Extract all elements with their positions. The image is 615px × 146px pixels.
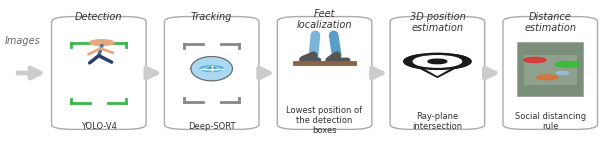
Polygon shape bbox=[424, 68, 451, 75]
Circle shape bbox=[204, 67, 220, 71]
FancyBboxPatch shape bbox=[164, 17, 259, 129]
Circle shape bbox=[404, 53, 471, 69]
FancyBboxPatch shape bbox=[277, 17, 372, 129]
Circle shape bbox=[428, 59, 446, 64]
Circle shape bbox=[537, 75, 558, 80]
FancyBboxPatch shape bbox=[52, 17, 146, 129]
FancyBboxPatch shape bbox=[524, 55, 577, 85]
Circle shape bbox=[413, 56, 461, 67]
Text: Feet
localization: Feet localization bbox=[297, 9, 352, 30]
Circle shape bbox=[404, 53, 471, 69]
Circle shape bbox=[200, 66, 223, 71]
Text: Deep-SORT: Deep-SORT bbox=[188, 122, 236, 131]
Ellipse shape bbox=[191, 57, 232, 81]
FancyBboxPatch shape bbox=[390, 17, 485, 129]
Text: YOLO-V4: YOLO-V4 bbox=[81, 122, 117, 131]
Circle shape bbox=[524, 57, 546, 63]
Text: Lowest position of
the detection
boxes: Lowest position of the detection boxes bbox=[287, 106, 363, 135]
Polygon shape bbox=[419, 68, 456, 77]
Circle shape bbox=[428, 59, 446, 64]
Text: Images: Images bbox=[5, 36, 41, 46]
Circle shape bbox=[90, 40, 114, 46]
Text: Ray-plane
intersection: Ray-plane intersection bbox=[412, 112, 462, 131]
Circle shape bbox=[555, 61, 579, 67]
Circle shape bbox=[557, 72, 568, 74]
Circle shape bbox=[208, 68, 215, 69]
Text: Tracking: Tracking bbox=[191, 12, 232, 22]
Circle shape bbox=[413, 56, 461, 67]
Text: Detection: Detection bbox=[75, 12, 122, 22]
FancyBboxPatch shape bbox=[517, 42, 584, 96]
FancyBboxPatch shape bbox=[503, 17, 598, 129]
Text: Distance
estimation: Distance estimation bbox=[524, 12, 576, 33]
Text: 3D position
estimation: 3D position estimation bbox=[410, 12, 466, 33]
Text: Social distancing
rule: Social distancing rule bbox=[515, 112, 586, 131]
